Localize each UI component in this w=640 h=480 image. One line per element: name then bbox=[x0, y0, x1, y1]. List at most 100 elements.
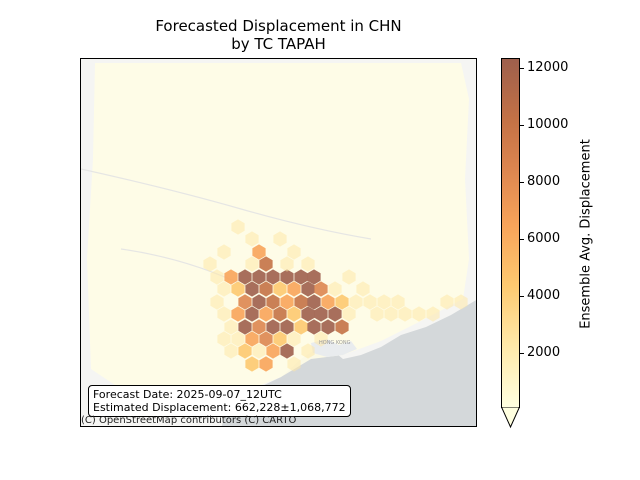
title-line-2: by TC TAPAH bbox=[231, 35, 326, 53]
hexbin-cell bbox=[245, 306, 259, 322]
chart-title: Forecasted Displacement in CHN by TC TAP… bbox=[80, 17, 477, 53]
hexbin-cell bbox=[370, 306, 384, 322]
hexbin-cell bbox=[398, 306, 412, 322]
hexbin-cell bbox=[363, 294, 377, 310]
colorbar-extension bbox=[501, 407, 520, 429]
hexbin-cell bbox=[266, 294, 280, 310]
hexbin-cell bbox=[273, 331, 287, 347]
hexbin-cell bbox=[280, 269, 294, 285]
hexbin-cell bbox=[217, 244, 231, 260]
colorbar-tick-label: 4000 bbox=[527, 288, 561, 303]
hexbin-cell bbox=[252, 319, 266, 335]
hexbin-cell bbox=[203, 256, 217, 272]
hexbin-cell bbox=[280, 319, 294, 335]
hexbin-cell bbox=[259, 331, 273, 347]
hexbin-cell bbox=[245, 231, 259, 247]
hexbin-cell bbox=[259, 256, 273, 272]
colorbar-tick bbox=[520, 125, 524, 126]
hexbin-cell bbox=[210, 269, 224, 285]
hexbin-cell bbox=[314, 281, 328, 297]
hexbin-cell bbox=[273, 281, 287, 297]
hexbin-cell bbox=[294, 294, 308, 310]
hexbin-cell bbox=[273, 231, 287, 247]
hexbin-cell bbox=[280, 256, 294, 272]
hexbin-cell bbox=[245, 356, 259, 372]
hexbin-cell bbox=[356, 281, 370, 297]
hexbin-layer bbox=[203, 219, 468, 372]
estimated-displacement-text: Estimated Displacement: 662,228±1,068,77… bbox=[93, 401, 346, 414]
hexbin-cell bbox=[454, 294, 468, 310]
hexbin-cell bbox=[335, 294, 349, 310]
hexbin-cell bbox=[252, 269, 266, 285]
hexbin-cell bbox=[252, 294, 266, 310]
title-line-1: Forecasted Displacement in CHN bbox=[155, 17, 402, 35]
hexbin-cell bbox=[217, 281, 231, 297]
hexbin-cell bbox=[238, 294, 252, 310]
hexbin-cell bbox=[280, 343, 294, 359]
colorbar-tick bbox=[520, 239, 524, 240]
hexbin-cell bbox=[238, 343, 252, 359]
hexbin-cell bbox=[287, 244, 301, 260]
hexbin-cell bbox=[238, 319, 252, 335]
hexbin-cell bbox=[321, 294, 335, 310]
hexbin-cell bbox=[287, 306, 301, 322]
hexbin-cell bbox=[238, 269, 252, 285]
hexbin-cell bbox=[328, 281, 342, 297]
colorbar-tick-label: 6000 bbox=[527, 231, 561, 246]
hexbin-cell bbox=[231, 219, 245, 235]
hexbin-cell bbox=[342, 306, 356, 322]
hexbin-cell bbox=[231, 331, 245, 347]
hexbin-cell bbox=[307, 269, 321, 285]
hexbin-cell bbox=[377, 294, 391, 310]
hexbin-cell bbox=[301, 343, 315, 359]
hexbin-cell bbox=[231, 281, 245, 297]
map-attribution: (C) OpenStreetMap contributors (C) CARTO bbox=[81, 415, 297, 426]
hexbin-cell bbox=[412, 306, 426, 322]
hexbin-cell bbox=[280, 294, 294, 310]
hexbin-cell bbox=[224, 343, 238, 359]
hexbin-cell bbox=[301, 256, 315, 272]
hexbin-cell bbox=[307, 319, 321, 335]
hexbin-cell bbox=[210, 294, 224, 310]
hexbin-cell bbox=[307, 294, 321, 310]
colorbar bbox=[501, 58, 520, 408]
hexbin-cell bbox=[252, 343, 266, 359]
hexbin-cell bbox=[321, 319, 335, 335]
river-line bbox=[81, 168, 372, 240]
hexbin-cell bbox=[224, 319, 238, 335]
map-panel[interactable]: HONG KONG bbox=[80, 58, 477, 427]
forecast-date-text: Forecast Date: 2025-09-07_12UTC bbox=[93, 388, 282, 401]
colorbar-tick-label: 12000 bbox=[527, 60, 569, 75]
hexbin-cell bbox=[259, 306, 273, 322]
colorbar-tick-label: 8000 bbox=[527, 174, 561, 189]
hexbin-cell bbox=[252, 244, 266, 260]
hexbin-cell bbox=[314, 331, 328, 347]
hexbin-cell bbox=[217, 331, 231, 347]
hexbin-cell bbox=[391, 294, 405, 310]
hexbin-cell bbox=[224, 269, 238, 285]
hexbin-cell bbox=[384, 306, 398, 322]
hexbin-cell bbox=[301, 281, 315, 297]
hexbin-cell bbox=[349, 294, 363, 310]
hexbin-cell bbox=[335, 319, 349, 335]
colorbar-tick bbox=[520, 296, 524, 297]
hexbin-cell bbox=[287, 331, 301, 347]
hexbin-cell bbox=[245, 256, 259, 272]
hexbin-cell bbox=[328, 306, 342, 322]
map-label-hong-kong: HONG KONG bbox=[319, 340, 351, 346]
hexbin-cell bbox=[266, 343, 280, 359]
hexbin-cell bbox=[287, 356, 301, 372]
hexbin-cell bbox=[426, 306, 440, 322]
hexbin-cell bbox=[217, 306, 231, 322]
hexbin-cell bbox=[314, 306, 328, 322]
colorbar-tick bbox=[520, 182, 524, 183]
colorbar-tick-label: 2000 bbox=[527, 345, 561, 360]
hexbin-cell bbox=[231, 306, 245, 322]
hexbin-cell bbox=[294, 319, 308, 335]
hexbin-cell bbox=[259, 356, 273, 372]
colorbar-tick-label: 10000 bbox=[527, 117, 569, 132]
hexbin-cell bbox=[301, 306, 315, 322]
info-box: Forecast Date: 2025-09-07_12UTC Estimate… bbox=[88, 385, 351, 417]
hexbin-cell bbox=[342, 269, 356, 285]
hexbin-cell bbox=[245, 331, 259, 347]
